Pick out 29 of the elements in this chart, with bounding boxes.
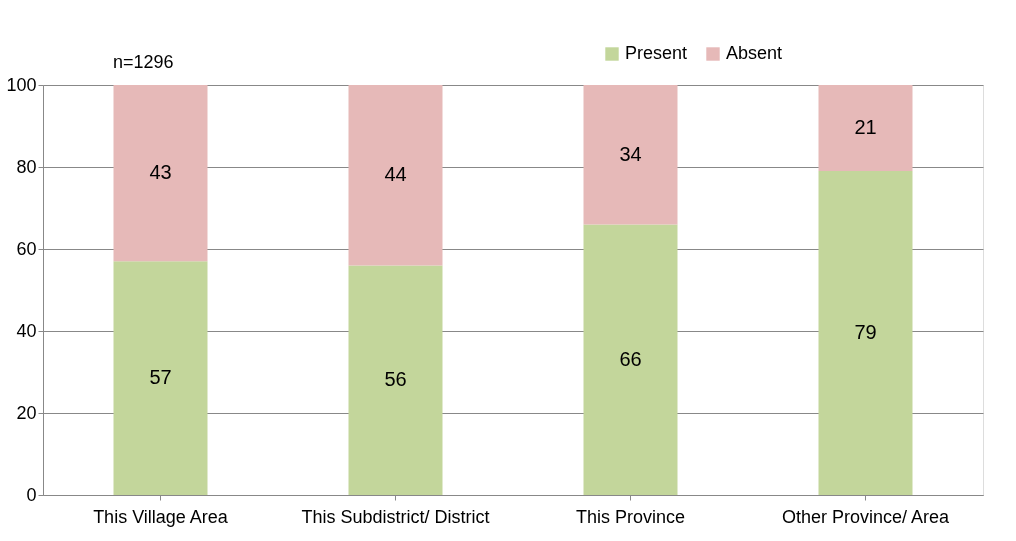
- y-tick-label: 20: [16, 402, 37, 423]
- data-label: 43: [149, 161, 172, 184]
- legend-label: Present: [625, 43, 688, 63]
- x-tick-label: This Village Area: [93, 506, 229, 527]
- x-tick-label: This Subdistrict/ District: [301, 506, 490, 527]
- data-label: 66: [619, 347, 642, 370]
- bar: [348, 265, 443, 495]
- y-tick-label: 100: [6, 74, 37, 95]
- bar: [818, 171, 913, 495]
- text: n=1296: [113, 52, 174, 72]
- bar: [818, 85, 913, 172]
- data-label: 79: [854, 321, 877, 344]
- data-label: 44: [384, 163, 407, 186]
- y-tick-label: 40: [16, 320, 37, 341]
- data-label: 56: [384, 368, 407, 391]
- bar: [348, 85, 443, 266]
- y-tick-label: 0: [26, 484, 37, 505]
- bar: [583, 224, 678, 495]
- bar: [583, 85, 678, 225]
- data-label: 34: [619, 142, 642, 165]
- y-tick-label: 60: [16, 238, 37, 259]
- data-label: 57: [149, 366, 172, 389]
- y-tick-label: 80: [16, 156, 37, 177]
- x-tick-label: Other Province/ Area: [781, 506, 951, 527]
- legend-label: Absent: [726, 43, 783, 63]
- bar: [113, 85, 208, 262]
- bar: [113, 261, 208, 495]
- x-tick-label: This Province: [575, 506, 686, 527]
- data-label: 21: [854, 116, 877, 139]
